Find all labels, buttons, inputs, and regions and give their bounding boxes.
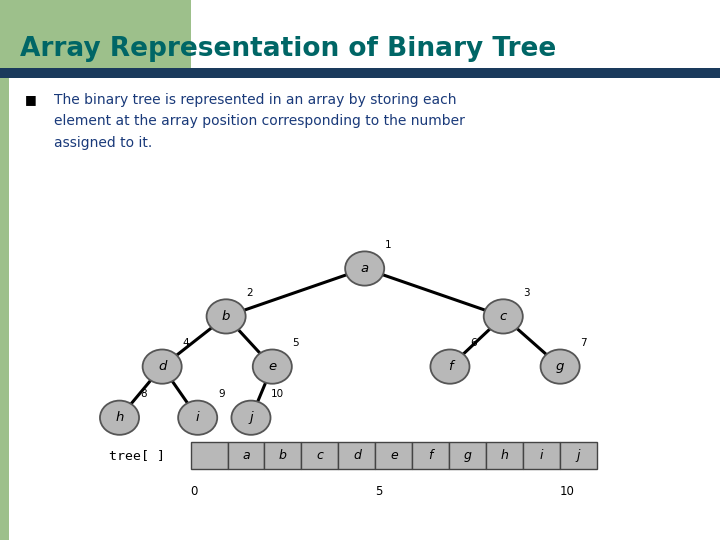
Text: h: h [115, 411, 124, 424]
Text: 1: 1 [385, 240, 392, 249]
FancyBboxPatch shape [228, 442, 264, 469]
FancyBboxPatch shape [375, 442, 413, 469]
Ellipse shape [178, 401, 217, 435]
Text: c: c [317, 449, 323, 462]
Text: 4: 4 [182, 338, 189, 348]
Text: f: f [448, 360, 452, 373]
Text: f: f [428, 449, 433, 462]
Text: j: j [249, 411, 253, 424]
Text: g: g [464, 449, 472, 462]
Text: e: e [269, 360, 276, 373]
Text: d: d [353, 449, 361, 462]
FancyBboxPatch shape [264, 442, 302, 469]
Text: i: i [540, 449, 544, 462]
Text: 10: 10 [560, 485, 575, 498]
Text: ■: ■ [25, 93, 37, 106]
Text: b: b [222, 310, 230, 323]
Ellipse shape [143, 349, 181, 384]
Ellipse shape [207, 299, 246, 334]
Text: 2: 2 [246, 288, 253, 298]
Text: 9: 9 [218, 389, 225, 399]
Text: d: d [158, 360, 166, 373]
FancyBboxPatch shape [413, 442, 449, 469]
FancyBboxPatch shape [486, 442, 523, 469]
Ellipse shape [345, 252, 384, 286]
Text: g: g [556, 360, 564, 373]
Text: i: i [196, 411, 199, 424]
FancyBboxPatch shape [338, 442, 375, 469]
Text: 5: 5 [292, 338, 300, 348]
FancyBboxPatch shape [302, 442, 338, 469]
Text: a: a [242, 449, 250, 462]
Ellipse shape [100, 401, 139, 435]
FancyBboxPatch shape [449, 442, 486, 469]
Text: 7: 7 [580, 338, 587, 348]
Text: e: e [390, 449, 397, 462]
FancyBboxPatch shape [560, 442, 597, 469]
Text: assigned to it.: assigned to it. [54, 136, 152, 150]
Text: 10: 10 [271, 389, 284, 399]
Text: 6: 6 [470, 338, 477, 348]
Text: 8: 8 [140, 389, 146, 399]
Ellipse shape [541, 349, 580, 384]
Text: The binary tree is represented in an array by storing each: The binary tree is represented in an arr… [54, 93, 456, 107]
Ellipse shape [484, 299, 523, 334]
Ellipse shape [231, 401, 271, 435]
Text: Array Representation of Binary Tree: Array Representation of Binary Tree [20, 36, 557, 62]
Text: 3: 3 [523, 288, 530, 298]
FancyBboxPatch shape [523, 442, 560, 469]
Ellipse shape [253, 349, 292, 384]
Text: 5: 5 [375, 485, 383, 498]
Text: 0: 0 [191, 485, 198, 498]
Text: j: j [577, 449, 580, 462]
FancyBboxPatch shape [191, 442, 228, 469]
Text: tree[ ]: tree[ ] [109, 449, 166, 462]
Text: element at the array position corresponding to the number: element at the array position correspond… [54, 114, 465, 129]
Text: b: b [279, 449, 287, 462]
Ellipse shape [431, 349, 469, 384]
Text: c: c [500, 310, 507, 323]
Text: h: h [500, 449, 508, 462]
Text: a: a [361, 262, 369, 275]
